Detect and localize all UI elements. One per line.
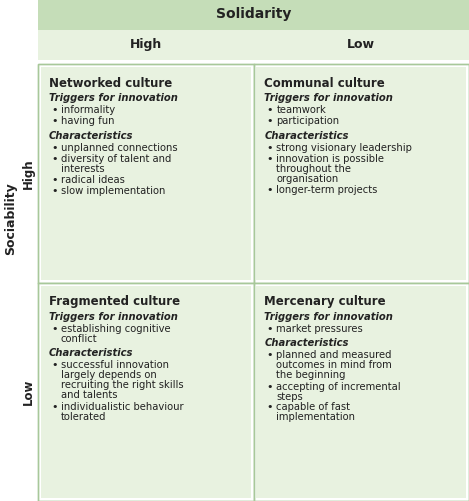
Text: •: • bbox=[51, 401, 58, 411]
Text: Solidarity: Solidarity bbox=[216, 7, 291, 21]
Text: largely depends on: largely depends on bbox=[61, 371, 157, 380]
Text: Characteristics: Characteristics bbox=[49, 131, 134, 141]
Text: Triggers for innovation: Triggers for innovation bbox=[49, 93, 178, 103]
Text: •: • bbox=[51, 154, 58, 164]
Text: •: • bbox=[266, 351, 273, 361]
Text: recruiting the right skills: recruiting the right skills bbox=[61, 380, 184, 390]
Text: implementation: implementation bbox=[277, 412, 356, 422]
Text: •: • bbox=[51, 116, 58, 126]
Text: conflict: conflict bbox=[61, 334, 98, 344]
Text: the beginning: the beginning bbox=[277, 371, 346, 380]
Text: •: • bbox=[266, 143, 273, 153]
Text: market pressures: market pressures bbox=[277, 324, 363, 334]
Text: Triggers for innovation: Triggers for innovation bbox=[49, 312, 178, 322]
Bar bbox=[38, 64, 254, 283]
Text: •: • bbox=[51, 175, 58, 185]
Text: Sociability: Sociability bbox=[5, 182, 17, 255]
Text: High: High bbox=[22, 158, 35, 188]
Text: •: • bbox=[266, 116, 273, 126]
Text: having fun: having fun bbox=[61, 116, 114, 126]
Text: •: • bbox=[266, 185, 273, 195]
Text: •: • bbox=[266, 402, 273, 412]
Text: •: • bbox=[266, 154, 273, 164]
Text: individualistic behaviour: individualistic behaviour bbox=[61, 401, 184, 411]
Text: •: • bbox=[51, 186, 58, 196]
Text: outcomes in mind from: outcomes in mind from bbox=[277, 361, 392, 371]
Text: strong visionary leadership: strong visionary leadership bbox=[277, 143, 412, 153]
Text: High: High bbox=[129, 38, 162, 51]
Text: capable of fast: capable of fast bbox=[277, 402, 350, 412]
Text: •: • bbox=[51, 361, 58, 371]
Text: teamwork: teamwork bbox=[277, 105, 326, 115]
Bar bbox=[254, 30, 469, 60]
Text: innovation is possible: innovation is possible bbox=[277, 154, 385, 164]
Text: Triggers for innovation: Triggers for innovation bbox=[265, 93, 393, 103]
Text: informality: informality bbox=[61, 105, 115, 115]
Bar bbox=[38, 30, 254, 60]
Text: and talents: and talents bbox=[61, 390, 118, 400]
Bar bbox=[257, 286, 466, 498]
Bar bbox=[254, 64, 469, 283]
Text: •: • bbox=[51, 143, 58, 153]
Text: •: • bbox=[266, 324, 273, 334]
Text: interests: interests bbox=[61, 164, 105, 174]
Text: •: • bbox=[51, 324, 58, 334]
Text: diversity of talent and: diversity of talent and bbox=[61, 154, 171, 164]
Text: Triggers for innovation: Triggers for innovation bbox=[265, 312, 393, 322]
Text: Networked culture: Networked culture bbox=[49, 77, 172, 90]
Bar bbox=[41, 67, 250, 280]
Text: Fragmented culture: Fragmented culture bbox=[49, 296, 180, 309]
Text: planned and measured: planned and measured bbox=[277, 351, 392, 361]
Text: Low: Low bbox=[22, 379, 35, 405]
Bar bbox=[38, 64, 469, 501]
Text: •: • bbox=[51, 105, 58, 115]
Text: Characteristics: Characteristics bbox=[49, 349, 134, 359]
Bar bbox=[41, 286, 250, 498]
Text: longer-term projects: longer-term projects bbox=[277, 185, 378, 195]
Text: organisation: organisation bbox=[277, 174, 339, 184]
Text: •: • bbox=[266, 105, 273, 115]
Text: radical ideas: radical ideas bbox=[61, 175, 125, 185]
Text: establishing cognitive: establishing cognitive bbox=[61, 324, 171, 334]
Text: Characteristics: Characteristics bbox=[265, 131, 349, 141]
Text: throughout the: throughout the bbox=[277, 164, 351, 174]
Text: tolerated: tolerated bbox=[61, 411, 106, 421]
Bar bbox=[257, 67, 466, 280]
Text: participation: participation bbox=[277, 116, 340, 126]
Bar bbox=[38, 283, 254, 501]
Text: Low: Low bbox=[347, 38, 375, 51]
Text: •: • bbox=[266, 381, 273, 391]
Text: Communal culture: Communal culture bbox=[265, 77, 385, 90]
Bar bbox=[38, 0, 469, 30]
Text: slow implementation: slow implementation bbox=[61, 186, 166, 196]
Text: successful innovation: successful innovation bbox=[61, 361, 169, 371]
Text: steps: steps bbox=[277, 391, 303, 401]
Text: accepting of incremental: accepting of incremental bbox=[277, 381, 401, 391]
Text: Mercenary culture: Mercenary culture bbox=[265, 296, 386, 309]
Bar bbox=[254, 283, 469, 501]
Text: Characteristics: Characteristics bbox=[265, 339, 349, 349]
Text: unplanned connections: unplanned connections bbox=[61, 143, 178, 153]
